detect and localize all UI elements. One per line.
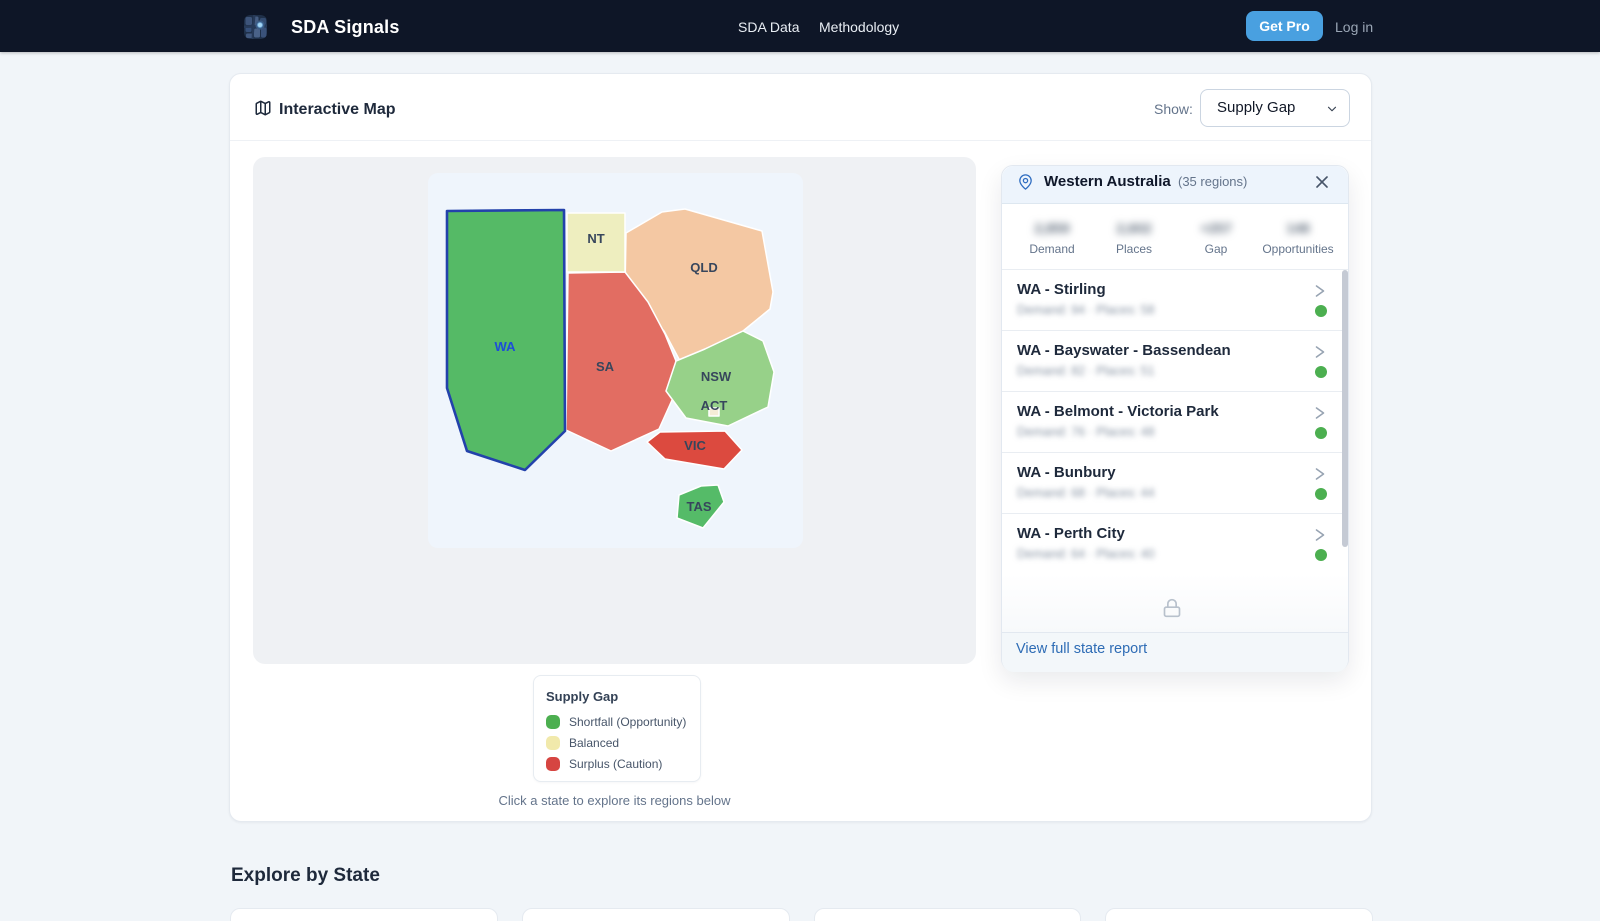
svg-text:WA: WA: [495, 339, 517, 354]
svg-text:VIC: VIC: [684, 438, 706, 453]
svg-text:NT: NT: [587, 231, 604, 246]
svg-text:SA: SA: [596, 359, 615, 374]
svg-text:QLD: QLD: [690, 260, 717, 275]
svg-text:TAS: TAS: [686, 499, 711, 514]
svg-text:NSW: NSW: [701, 369, 732, 384]
svg-text:ACT: ACT: [701, 398, 728, 413]
